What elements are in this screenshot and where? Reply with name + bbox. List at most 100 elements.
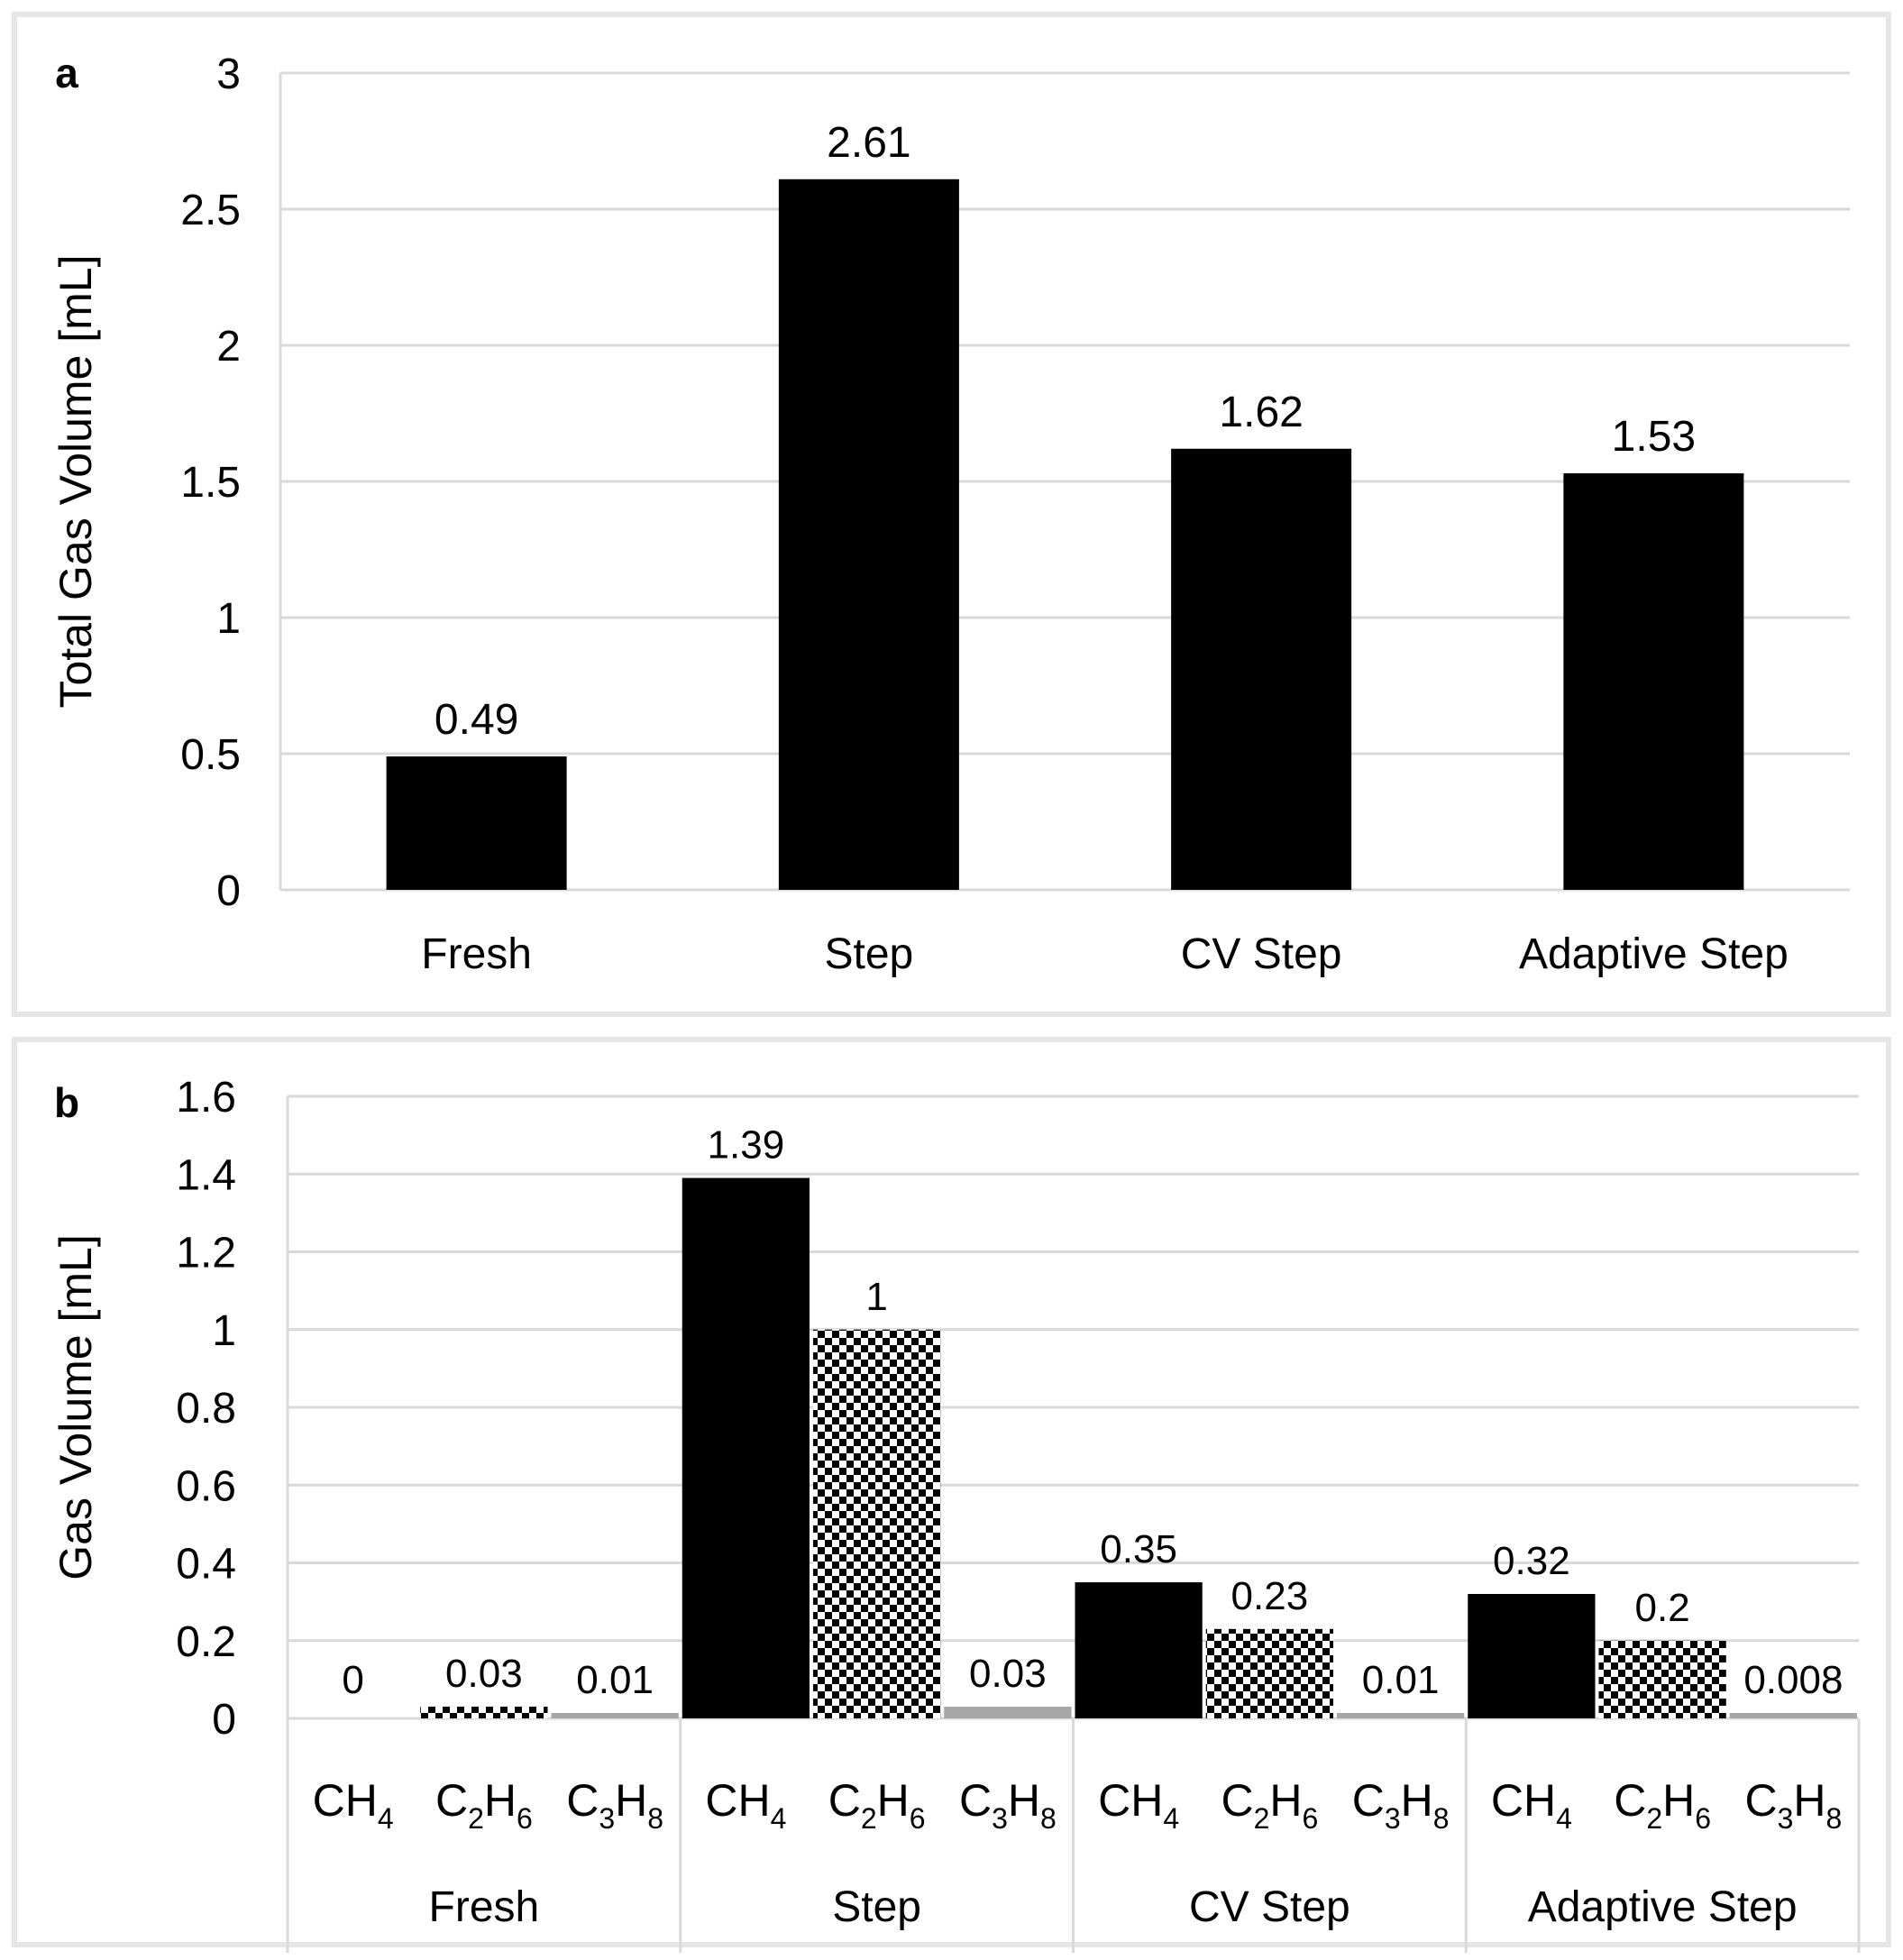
bar-ch4 <box>682 1177 810 1718</box>
y-tick-label: 1.4 <box>176 1151 236 1199</box>
series-tick-label: C2H6 <box>435 1775 533 1835</box>
chart-a-svg: a 0 0.5 1 1.5 2 2.5 3 Total Gas Volume [mL] 0.49 F… <box>50 50 1850 978</box>
series-tick-label: C3H8 <box>566 1775 663 1835</box>
formula-part: CH <box>1491 1775 1556 1826</box>
bar <box>1563 472 1744 890</box>
bar <box>1171 448 1352 890</box>
subscript: 2 <box>861 1802 877 1835</box>
data-label: 0.03 <box>445 1652 523 1696</box>
bar <box>386 756 567 890</box>
subscript: 4 <box>1163 1802 1179 1835</box>
y-tick-label: 0 <box>212 1696 236 1744</box>
formula-part: H <box>484 1775 517 1826</box>
formula-part: C <box>1744 1775 1777 1826</box>
subscript: 8 <box>1040 1802 1057 1835</box>
subscript: 6 <box>517 1802 533 1835</box>
data-label: 1 <box>865 1275 887 1319</box>
bar-c3h8 <box>1729 1713 1857 1718</box>
y-tick-label: 1.2 <box>176 1230 236 1278</box>
series-tick-label: C2H6 <box>828 1775 926 1835</box>
formula-part: H <box>1008 1775 1040 1826</box>
formula-part: CH <box>313 1775 378 1826</box>
y-tick-label: 0.4 <box>176 1541 236 1589</box>
panel-label-b: b <box>54 1079 79 1126</box>
x-tick-label: Fresh <box>421 930 532 978</box>
subscript: 6 <box>1302 1802 1318 1835</box>
formula-part: CH <box>1098 1775 1163 1826</box>
subscript: 8 <box>1825 1802 1842 1835</box>
y-tick-label: 0.2 <box>176 1618 236 1666</box>
formula-part: H <box>1269 1775 1302 1826</box>
x-tick-label: CV Step <box>1181 930 1342 978</box>
series-tick-label: C3H8 <box>1744 1775 1842 1835</box>
y-tick-label: 2 <box>216 323 241 371</box>
data-label: 0.23 <box>1231 1574 1309 1618</box>
bar-c2h6 <box>1598 1640 1726 1718</box>
data-label: 0.01 <box>1362 1658 1440 1702</box>
bar-c3h8 <box>1337 1713 1465 1718</box>
series-tick-label: CH4 <box>313 1775 394 1835</box>
y-tick-label: 0.8 <box>176 1385 236 1433</box>
bar <box>778 179 959 890</box>
y-tick-label: 1.5 <box>180 459 241 507</box>
subscript: 6 <box>910 1802 926 1835</box>
y-tick-label: 2.5 <box>180 187 241 234</box>
y-axis-title: Gas Volume [mL] <box>50 1234 101 1580</box>
formula-part: H <box>1662 1775 1695 1826</box>
formula-part: C <box>1221 1775 1253 1826</box>
subscript: 8 <box>1433 1802 1450 1835</box>
y-tick-label: 1.6 <box>176 1074 236 1122</box>
formula-part: C <box>959 1775 992 1826</box>
subscript: 6 <box>1695 1802 1711 1835</box>
formula-part: H <box>1793 1775 1825 1826</box>
formula-part: C <box>1614 1775 1646 1826</box>
bar-c2h6 <box>813 1329 941 1718</box>
subscript: 4 <box>771 1802 787 1835</box>
bar-c2h6 <box>1205 1628 1333 1718</box>
chart-panel-a: a 0 0.5 1 1.5 2 2.5 3 Total Gas Volume [mL] 0.49 F… <box>12 12 1891 1017</box>
group-label: Fresh <box>429 1883 540 1931</box>
data-label: 0.35 <box>1100 1527 1177 1571</box>
subscript: 2 <box>468 1802 484 1835</box>
chart-panel-b: b 0 0.2 0.4 0.6 0.8 1 1.2 1.4 1.6 Gas Volume [mL] F… <box>12 1037 1891 1953</box>
series-tick-label: C2H6 <box>1221 1775 1318 1835</box>
formula-part: C <box>828 1775 861 1826</box>
data-label: 1.62 <box>1219 389 1303 436</box>
subscript: 3 <box>992 1802 1008 1835</box>
subscript: 3 <box>1385 1802 1401 1835</box>
subscript: 8 <box>647 1802 663 1835</box>
formula-part: CH <box>705 1775 770 1826</box>
data-label: 1.53 <box>1612 413 1696 461</box>
y-tick-label: 0.6 <box>176 1462 236 1510</box>
data-label: 0 <box>342 1658 363 1702</box>
data-label: 0.49 <box>435 696 518 744</box>
subscript: 3 <box>599 1802 615 1835</box>
chart-b-svg: b 0 0.2 0.4 0.6 0.8 1 1.2 1.4 1.6 Gas Volume [mL] F… <box>50 1074 1861 1953</box>
subscript: 4 <box>1556 1802 1572 1835</box>
panel-label-a: a <box>55 50 78 96</box>
series-tick-label: CH4 <box>1491 1775 1572 1835</box>
series-tick-label: CH4 <box>1098 1775 1179 1835</box>
data-label: 0.01 <box>576 1658 654 1702</box>
y-tick-label: 1 <box>212 1307 236 1355</box>
formula-part: H <box>1401 1775 1433 1826</box>
y-tick-label: 3 <box>216 50 241 98</box>
series-tick-label: CH4 <box>705 1775 786 1835</box>
group-label: Adaptive Step <box>1528 1883 1798 1931</box>
series-tick-label: C3H8 <box>1352 1775 1450 1835</box>
group-label: CV Step <box>1189 1883 1350 1931</box>
data-label: 1.39 <box>708 1123 785 1168</box>
bar-ch4 <box>1075 1582 1203 1718</box>
y-tick-label: 0 <box>216 867 241 915</box>
formula-part: C <box>435 1775 468 1826</box>
series-tick-label: C2H6 <box>1614 1775 1711 1835</box>
data-label: 0.2 <box>1635 1586 1690 1630</box>
subscript: 4 <box>378 1802 394 1835</box>
group-label: Step <box>832 1883 921 1931</box>
bar-c3h8 <box>551 1713 679 1718</box>
data-label: 0.32 <box>1493 1539 1570 1583</box>
bar-c2h6 <box>420 1707 548 1718</box>
x-tick-label: Step <box>825 930 914 978</box>
y-tick-label: 1 <box>216 595 241 643</box>
subscript: 2 <box>1646 1802 1662 1835</box>
